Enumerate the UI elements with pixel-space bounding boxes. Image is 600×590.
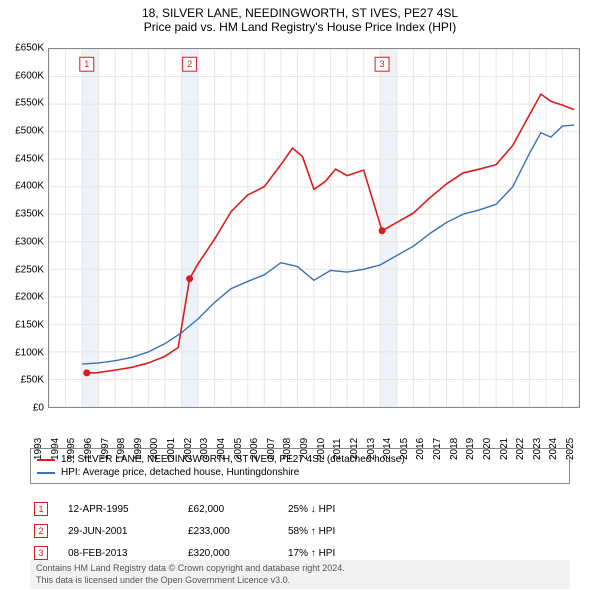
y-tick-label: £600K [15, 70, 44, 81]
marker-delta: 17% ↑ HPI [288, 548, 388, 559]
svg-text:2: 2 [187, 59, 192, 69]
legend-label: HPI: Average price, detached house, Hunt… [61, 467, 299, 478]
y-axis: £0£50K£100K£150K£200K£250K£300K£350K£400… [0, 48, 48, 408]
marker-table: 1 12-APR-1995 £62,000 25% ↓ HPI 2 29-JUN-2001… [30, 492, 570, 570]
title-block: 18, SILVER LANE, NEEDINGWORTH, ST IVES, … [0, 0, 600, 36]
legend-swatch [37, 459, 55, 461]
y-tick-label: £150K [15, 319, 44, 330]
marker-table-row: 1 12-APR-1995 £62,000 25% ↓ HPI [34, 498, 566, 520]
marker-date: 29-JUN-2001 [68, 526, 168, 537]
marker-delta: 58% ↑ HPI [288, 526, 388, 537]
y-tick-label: £450K [15, 153, 44, 164]
legend-label: 18, SILVER LANE, NEEDINGWORTH, ST IVES, … [61, 454, 405, 465]
attribution-line1: Contains HM Land Registry data © Crown c… [36, 563, 564, 575]
marker-number-box: 3 [34, 546, 48, 560]
svg-text:3: 3 [380, 59, 385, 69]
attribution-line2: This data is licensed under the Open Gov… [36, 575, 564, 587]
y-tick-label: £50K [21, 375, 44, 386]
legend-row: 18, SILVER LANE, NEEDINGWORTH, ST IVES, … [37, 453, 563, 466]
marker-price: £233,000 [188, 526, 268, 537]
svg-text:1: 1 [84, 59, 89, 69]
marker-number-box: 1 [34, 502, 48, 516]
plot-area: 1 2 3 [48, 48, 580, 408]
marker-price: £62,000 [188, 504, 268, 515]
title-line1: 18, SILVER LANE, NEEDINGWORTH, ST IVES, … [0, 6, 600, 20]
y-tick-label: £500K [15, 126, 44, 137]
marker-table-row: 2 29-JUN-2001 £233,000 58% ↑ HPI [34, 520, 566, 542]
y-tick-label: £0 [33, 403, 44, 414]
marker-date: 12-APR-1995 [68, 504, 168, 515]
y-tick-label: £200K [15, 292, 44, 303]
marker-delta: 25% ↓ HPI [288, 504, 388, 515]
y-tick-label: £550K [15, 98, 44, 109]
x-axis: 1993199419951996199719981999200020012002… [48, 408, 580, 442]
marker-date: 08-FEB-2013 [68, 548, 168, 559]
marker-number-box: 2 [34, 524, 48, 538]
y-tick-label: £300K [15, 236, 44, 247]
legend: 18, SILVER LANE, NEEDINGWORTH, ST IVES, … [30, 448, 570, 484]
chart-container: 18, SILVER LANE, NEEDINGWORTH, ST IVES, … [0, 0, 600, 590]
y-tick-label: £650K [15, 43, 44, 54]
attribution: Contains HM Land Registry data © Crown c… [30, 560, 570, 589]
legend-swatch [37, 472, 55, 474]
legend-row: HPI: Average price, detached house, Hunt… [37, 466, 563, 479]
y-tick-label: £100K [15, 347, 44, 358]
title-line2: Price paid vs. HM Land Registry's House … [0, 20, 600, 34]
marker-price: £320,000 [188, 548, 268, 559]
chart-svg: 1 2 3 [49, 49, 579, 407]
y-tick-label: £350K [15, 209, 44, 220]
y-tick-label: £250K [15, 264, 44, 275]
y-tick-label: £400K [15, 181, 44, 192]
